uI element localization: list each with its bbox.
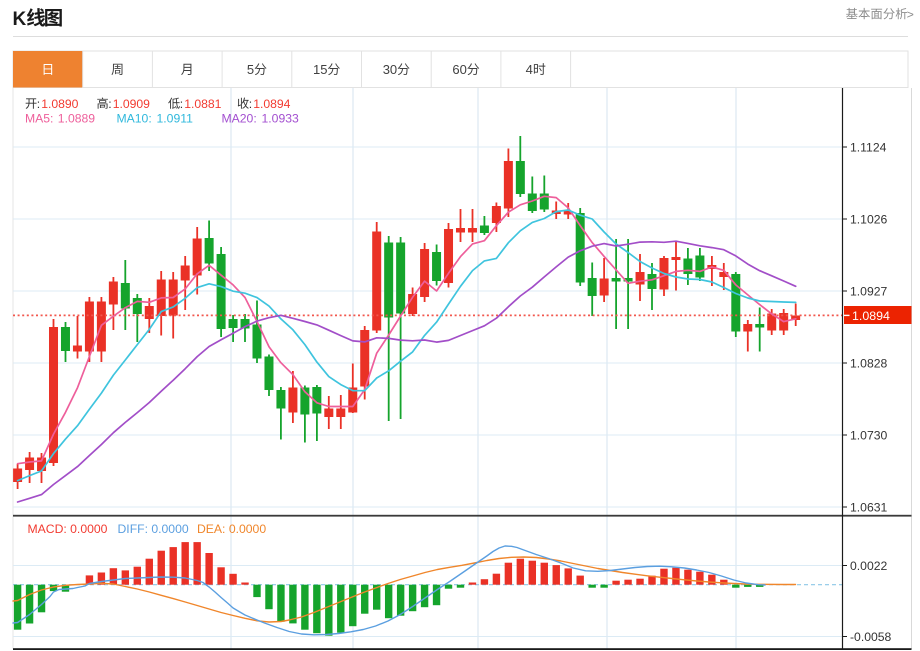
svg-text:30: 30 (383, 62, 397, 77)
svg-text:1.0730: 1.0730 (850, 428, 887, 442)
svg-text:1.0909: 1.0909 (113, 97, 150, 111)
svg-text:0.0022: 0.0022 (850, 559, 887, 573)
svg-text:5: 5 (247, 62, 254, 77)
svg-text:1.0894: 1.0894 (253, 97, 290, 111)
svg-text:1.0911: 1.0911 (157, 111, 194, 125)
svg-text::: : (180, 97, 183, 111)
svg-text:1.0933: 1.0933 (262, 111, 299, 125)
svg-text:1.0890: 1.0890 (41, 97, 78, 111)
svg-text:MA5:: MA5: (25, 111, 53, 125)
svg-text:DEA: 0.0000: DEA: 0.0000 (197, 522, 266, 536)
svg-text:DIFF: 0.0000: DIFF: 0.0000 (118, 522, 189, 536)
svg-text::: : (249, 97, 252, 111)
svg-text:-0.0058: -0.0058 (850, 630, 892, 644)
svg-text:1.0881: 1.0881 (184, 97, 221, 111)
svg-text:MACD: 0.0000: MACD: 0.0000 (28, 522, 108, 536)
svg-text:MA10:: MA10: (117, 111, 152, 125)
svg-text:K: K (13, 9, 27, 30)
svg-text:4: 4 (526, 62, 533, 77)
svg-text:1.1026: 1.1026 (850, 212, 887, 226)
svg-text:>: > (907, 7, 914, 21)
svg-text:60: 60 (452, 62, 466, 77)
svg-text:1.0894: 1.0894 (852, 309, 890, 323)
svg-text:MA20:: MA20: (222, 111, 257, 125)
svg-text::: : (37, 97, 40, 111)
svg-text:1.0889: 1.0889 (58, 111, 95, 125)
svg-text:1.0828: 1.0828 (850, 356, 887, 370)
svg-text:15: 15 (313, 62, 327, 77)
svg-text:1.0927: 1.0927 (850, 284, 887, 298)
svg-text:1.0631: 1.0631 (850, 500, 887, 514)
svg-text:1.1124: 1.1124 (850, 140, 887, 154)
svg-text::: : (108, 97, 111, 111)
